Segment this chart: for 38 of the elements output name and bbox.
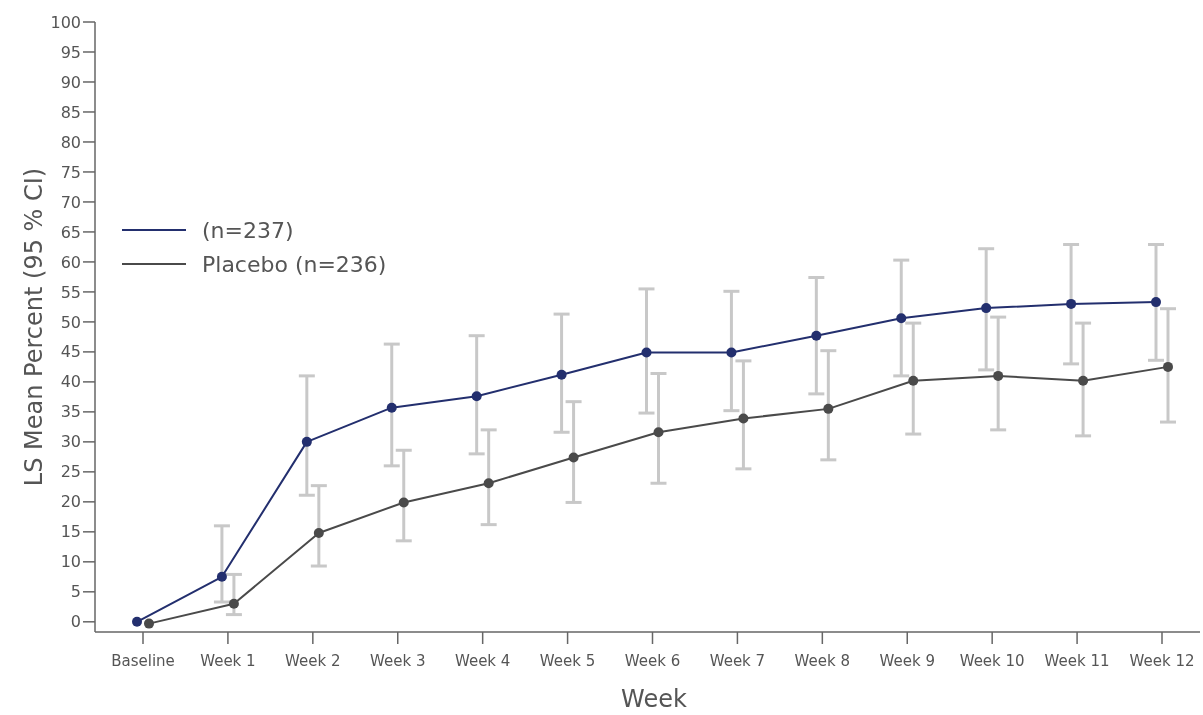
x-tick-label: Week 4 xyxy=(454,652,511,670)
x-tick-label: Week 11 xyxy=(1044,652,1110,670)
legend-label: Placebo (n=236) xyxy=(202,251,387,277)
x-tick-label: Baseline xyxy=(111,652,175,670)
y-tick-label: 5 xyxy=(70,582,81,602)
legend-label: (n=237) xyxy=(202,217,294,243)
y-tick-label: 95 xyxy=(60,42,81,62)
x-tick-label: Week 6 xyxy=(624,652,681,670)
y-tick-label: 20 xyxy=(60,492,81,512)
y-tick-label: 15 xyxy=(60,522,81,542)
y-tick-label: 45 xyxy=(60,342,81,362)
y-tick-label: 10 xyxy=(60,552,81,572)
y-tick-label: 100 xyxy=(50,12,81,32)
x-tick-label: Week 7 xyxy=(709,652,766,670)
x-tick-label: Week 12 xyxy=(1129,652,1195,670)
y-tick-label: 85 xyxy=(60,102,81,122)
x-tick-label: Week 10 xyxy=(959,652,1025,670)
x-tick-label: Week 3 xyxy=(370,652,426,670)
y-tick-label: 30 xyxy=(60,432,81,452)
y-tick-label: 70 xyxy=(60,192,81,212)
y-axis-title: LS Mean Percent (95 % CI) xyxy=(20,167,48,487)
y-tick-label: 25 xyxy=(60,462,81,482)
x-tick-label: Week 9 xyxy=(879,652,935,670)
y-tick-label: 80 xyxy=(60,132,81,152)
y-tick-label: 40 xyxy=(60,372,81,392)
y-tick-label: 0 xyxy=(70,612,81,632)
x-axis-title: Week xyxy=(621,685,687,713)
x-tick-label: Week 1 xyxy=(200,652,256,670)
y-tick-label: 60 xyxy=(60,252,81,272)
x-tick-label: Week 8 xyxy=(794,652,851,670)
y-tick-label: 75 xyxy=(60,162,81,182)
x-tick-label: Week 5 xyxy=(539,652,596,670)
y-tick-label: 65 xyxy=(60,222,81,242)
y-tick-label: 55 xyxy=(60,282,81,302)
y-tick-label: 35 xyxy=(60,402,81,422)
y-tick-label: 90 xyxy=(60,72,81,92)
y-tick-label: 50 xyxy=(60,312,81,332)
x-tick-label: Week 2 xyxy=(285,652,341,670)
